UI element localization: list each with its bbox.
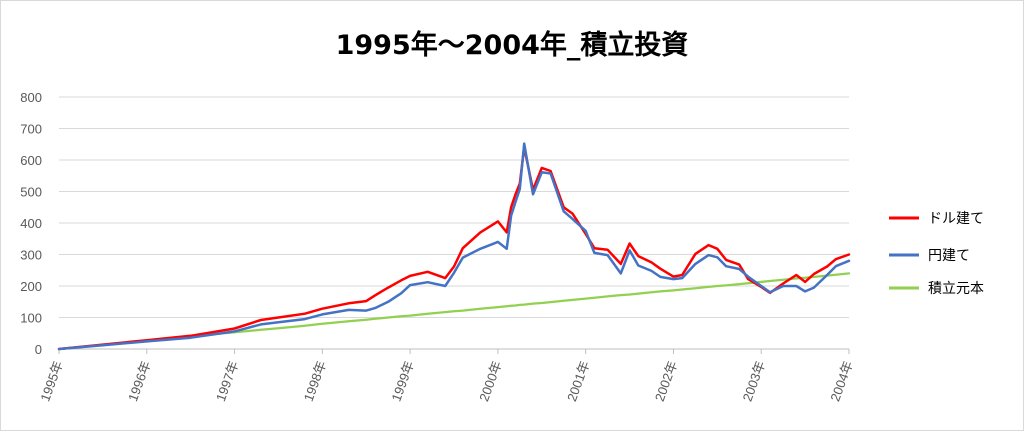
x-axis-ticks: 1995年 1996年 1997年 1998年 1999年 2000年 2001年 2002年… <box>37 349 856 404</box>
y-tick-label: 300 <box>20 248 42 263</box>
y-tick-label: 800 <box>20 90 42 105</box>
y-tick-label: 100 <box>20 311 42 326</box>
x-tick-label: 1998年 <box>301 359 329 404</box>
x-tick-label: 1999年 <box>388 359 416 404</box>
y-axis-ticks: 0 100 200 300 400 500 600 700 800 <box>20 90 42 357</box>
series-lines <box>57 142 851 351</box>
y-tick-label: 600 <box>20 153 42 168</box>
series-line-1 <box>57 142 851 351</box>
x-tick-label: 2003年 <box>740 359 768 404</box>
chart-title: 1995年～2004年_積立投資 <box>335 30 689 61</box>
y-tick-label: 0 <box>35 342 42 357</box>
x-tick-label: 2004年 <box>827 359 855 404</box>
x-tick-label: 2001年 <box>564 359 592 404</box>
legend-label-2: 積立元本 <box>928 281 984 297</box>
y-tick-label: 500 <box>20 185 42 200</box>
y-tick-label: 400 <box>20 216 42 231</box>
x-tick-label: 2000年 <box>476 359 504 404</box>
x-tick-label: 1995年 <box>37 359 65 404</box>
y-tick-label: 200 <box>20 279 42 294</box>
y-tick-label: 700 <box>20 122 42 137</box>
x-tick-label: 1996年 <box>125 359 153 404</box>
gridlines <box>59 96 849 350</box>
legend-label-1: 円建て <box>928 248 970 264</box>
x-tick-label: 1997年 <box>213 359 241 404</box>
series-line-0 <box>57 146 851 351</box>
x-tick-label: 2002年 <box>652 359 680 404</box>
legend-label-0: ドル建て <box>928 211 984 227</box>
series-line-2 <box>57 272 851 351</box>
